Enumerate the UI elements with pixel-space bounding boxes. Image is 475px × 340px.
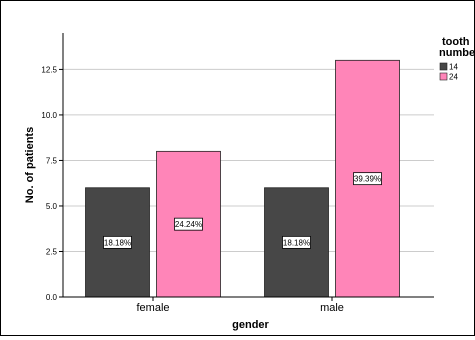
y-tick-label: 7.5 bbox=[46, 156, 58, 165]
data-label-box bbox=[353, 172, 382, 186]
y-tick-label: 10.0 bbox=[41, 111, 57, 120]
legend-label: 14 bbox=[449, 63, 458, 72]
data-label: 39.39% bbox=[354, 175, 381, 184]
x-tick-label: female bbox=[136, 302, 169, 314]
y-tick-label: 12.5 bbox=[41, 65, 57, 74]
data-label: 24.24% bbox=[175, 220, 202, 229]
bars bbox=[85, 59, 400, 298]
legend-swatch bbox=[439, 72, 448, 81]
legend-title: number bbox=[439, 47, 474, 59]
data-label-box bbox=[174, 217, 203, 231]
data-label: 18.18% bbox=[104, 238, 131, 247]
y-tick-label: 0.0 bbox=[46, 293, 58, 302]
legend-title: tooth bbox=[442, 36, 470, 48]
y-tick-label: 2.5 bbox=[46, 247, 58, 256]
data-labels: 18.18% 24.24% 18.18% 39.39% bbox=[103, 172, 382, 249]
data-label-box bbox=[282, 235, 311, 249]
legend-label: 24 bbox=[449, 73, 458, 82]
data-label: 18.18% bbox=[283, 238, 310, 247]
bar-chart: 0.0 2.5 5.0 7.5 10.0 12.5 female male 18.18% 24.… bbox=[24, 33, 475, 331]
y-tick-label: 5.0 bbox=[46, 202, 58, 211]
data-label-box bbox=[103, 235, 132, 249]
axes: 0.0 2.5 5.0 7.5 10.0 12.5 female male bbox=[41, 33, 434, 314]
y-axis-title: No. of patients bbox=[24, 127, 36, 203]
x-tick-label: male bbox=[320, 302, 344, 314]
legend-swatch bbox=[439, 62, 448, 71]
x-axis-title: gender bbox=[232, 319, 269, 331]
